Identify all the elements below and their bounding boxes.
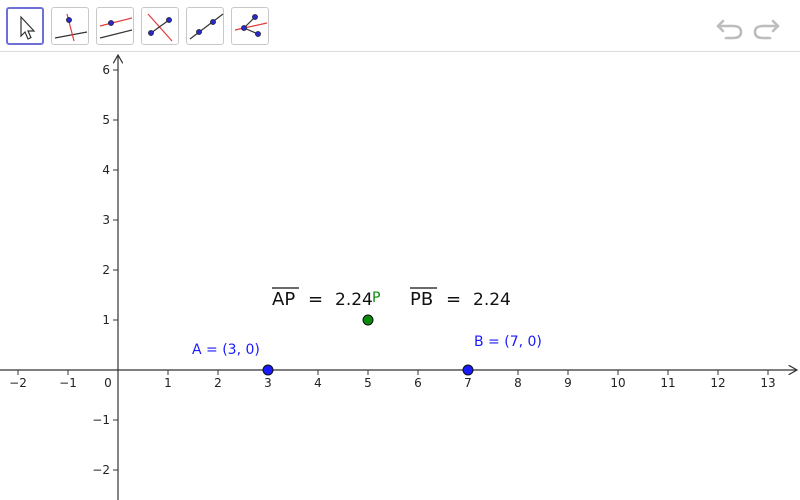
perpendicular-line-icon bbox=[54, 13, 88, 42]
measurement-ap: AP = 2.24 bbox=[272, 287, 373, 310]
x-tick-label: 13 bbox=[760, 376, 775, 390]
point-marker[interactable] bbox=[462, 364, 474, 376]
axes bbox=[0, 55, 797, 500]
angle-bisector-icon bbox=[189, 13, 224, 40]
x-tick-label: −1 bbox=[59, 376, 77, 390]
segment-length: 2.24 bbox=[335, 290, 373, 310]
segment-length: 2.24 bbox=[473, 290, 511, 310]
x-tick-label: −2 bbox=[9, 376, 27, 390]
x-tick-label: 4 bbox=[314, 376, 322, 390]
x-tick-label: 12 bbox=[710, 376, 725, 390]
point-p[interactable]: P bbox=[362, 290, 380, 326]
redo-button[interactable] bbox=[750, 13, 782, 41]
segment-name: AP bbox=[272, 289, 295, 310]
y-tick-label: −2 bbox=[92, 463, 110, 477]
point-a[interactable]: A = (3, 0) bbox=[192, 342, 274, 376]
measurement-pb: PB = 2.24 bbox=[410, 287, 511, 310]
angle-bisector-tool-button[interactable] bbox=[186, 7, 224, 45]
tangents-tool-button[interactable] bbox=[231, 7, 269, 45]
parallel-line-tool-button[interactable] bbox=[96, 7, 134, 45]
undo-button[interactable] bbox=[714, 13, 746, 41]
point-marker[interactable] bbox=[262, 364, 274, 376]
x-tick-label: 10 bbox=[610, 376, 625, 390]
x-tick-label: 9 bbox=[564, 376, 572, 390]
parallel-line-icon bbox=[99, 17, 133, 39]
perpendicular-bisector-icon bbox=[147, 13, 173, 42]
tangents-icon bbox=[234, 14, 268, 37]
perpendicular-bisector-tool-button[interactable] bbox=[141, 7, 179, 45]
toolbar bbox=[0, 0, 800, 52]
segment-name: PB bbox=[410, 289, 433, 310]
point-label: B = (7, 0) bbox=[474, 334, 542, 350]
x-tick-label: 6 bbox=[414, 376, 422, 390]
x-tick-label: 5 bbox=[364, 376, 372, 390]
y-tick-label: 3 bbox=[102, 213, 110, 227]
equals-sign: = bbox=[446, 289, 461, 310]
y-tick-label: −1 bbox=[92, 413, 110, 427]
point-marker[interactable] bbox=[362, 314, 374, 326]
x-tick-label: 1 bbox=[164, 376, 172, 390]
point-b[interactable]: B = (7, 0) bbox=[462, 334, 542, 376]
undo-icon bbox=[716, 19, 743, 40]
equals-sign: = bbox=[308, 289, 323, 310]
points[interactable]: A = (3, 0) B = (7, 0) P bbox=[192, 290, 542, 376]
y-tick-label: 1 bbox=[102, 313, 110, 327]
y-tick-label: 2 bbox=[102, 263, 110, 277]
y-tick-label: 4 bbox=[102, 163, 110, 177]
y-tick-label: 5 bbox=[102, 113, 110, 127]
move-tool-button[interactable] bbox=[6, 7, 44, 45]
x-tick-label: 2 bbox=[214, 376, 222, 390]
point-label: A = (3, 0) bbox=[192, 342, 260, 358]
x-tick-label: 7 bbox=[464, 376, 472, 390]
x-tick-label: 3 bbox=[264, 376, 272, 390]
move-arrow-icon bbox=[20, 15, 36, 40]
redo-icon bbox=[753, 19, 780, 40]
y-tick-label: 6 bbox=[102, 63, 110, 77]
x-tick-label: 0 bbox=[104, 376, 112, 390]
measurements: AP = 2.24 PB = 2.24 bbox=[272, 287, 511, 310]
x-tick-label: 11 bbox=[660, 376, 675, 390]
perpendicular-line-tool-button[interactable] bbox=[51, 7, 89, 45]
x-tick-label: 8 bbox=[514, 376, 522, 390]
point-label: P bbox=[372, 290, 380, 306]
